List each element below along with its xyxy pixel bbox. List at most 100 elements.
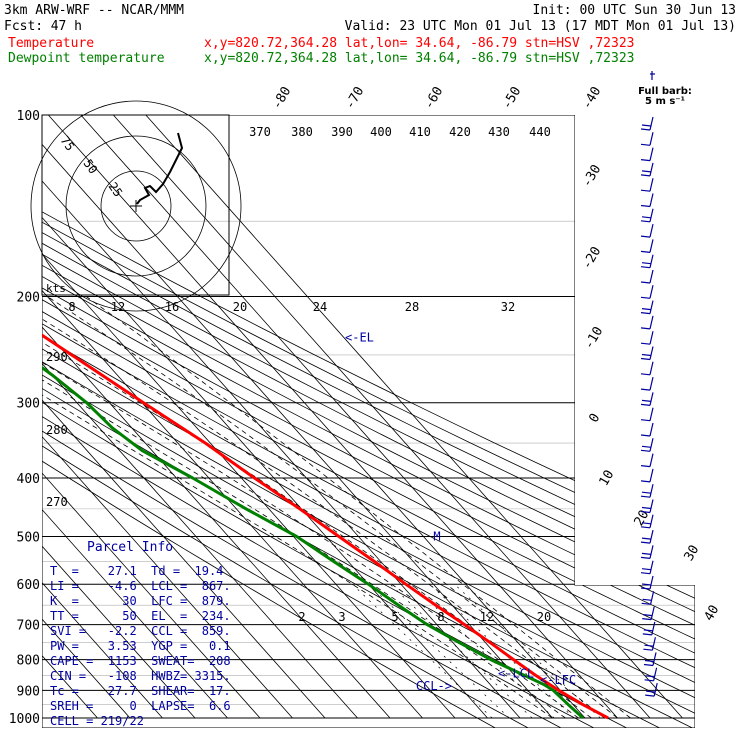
wind-barb-flag — [640, 174, 651, 177]
dewpoint-profile-line — [42, 115, 585, 720]
wind-barb-staff — [649, 438, 654, 452]
wind-barb-staff — [649, 300, 654, 314]
wind-barb-staff — [649, 514, 654, 528]
theta-label: 370 — [249, 125, 271, 139]
wind-barb-flag — [640, 434, 651, 437]
thermo-grid — [42, 115, 695, 728]
hodograph-unit-label: kts — [46, 282, 66, 295]
isotherm-label: -40 — [580, 84, 605, 112]
wind-barb-staff — [649, 453, 654, 467]
dry-adiabat-line — [42, 115, 695, 728]
wind-barb-staff — [649, 254, 654, 268]
pressure-tick-label: 700 — [17, 619, 40, 634]
moist-adiabat-line — [42, 296, 566, 719]
hodograph-ring-label: 25 — [106, 180, 126, 200]
wind-barb-flag — [640, 143, 651, 146]
isotherm-label: 0 — [587, 411, 604, 425]
init-time: Init: 00 UTC Sun 30 Jun 13 — [533, 3, 737, 18]
pressure-tick-label: 400 — [17, 472, 40, 487]
hodograph-ring — [100, 170, 172, 242]
parcel-info-row: K = 30 LFC = 879. — [50, 594, 231, 608]
isotherm-line — [145, 115, 683, 719]
moist-adiabat-line — [42, 296, 579, 719]
isotherm-line — [42, 115, 488, 719]
theta-label: 440 — [529, 125, 551, 139]
wind-barb-flag — [640, 128, 651, 131]
wind-barb-flag — [642, 598, 652, 601]
dry-adiabat-line — [42, 115, 501, 728]
wind-barbs — [640, 71, 658, 697]
dry-adiabat-line — [42, 115, 567, 728]
mixing-ratio-label: 5 — [391, 610, 398, 624]
theta-e-label: 290 — [46, 350, 68, 364]
isotherm-line — [42, 115, 228, 719]
wind-barb-flag — [642, 633, 652, 636]
wind-barb-flag — [640, 312, 651, 315]
wind-barb-flag — [640, 388, 651, 391]
wind-barb-staff — [649, 223, 654, 238]
barb-key-value: 5 m s⁻¹ — [645, 96, 685, 107]
wind-barb-staff — [649, 208, 654, 222]
wind-barb-flag — [644, 679, 654, 682]
wind-barb-flag — [641, 602, 651, 605]
mixing-ratio-label: 20 — [537, 610, 551, 624]
mixing-ratio-label: 12 — [480, 610, 494, 624]
wind-barb-flag — [640, 541, 651, 544]
mixing-ratio-label: 2 — [298, 610, 305, 624]
wind-barb-flag — [640, 465, 651, 468]
dewpoint-legend-label: Dewpoint temperature — [8, 51, 165, 66]
wind-barb-flag — [641, 522, 652, 525]
dry-adiabat-line — [42, 115, 534, 728]
wind-barb-flag — [643, 663, 654, 667]
moist-adiabat-line — [47, 296, 618, 719]
isotherm-label: -70 — [343, 84, 368, 112]
parcel-info-row: SVI = -2.2 CCL = 859. — [50, 624, 231, 638]
wind-barb-flag — [641, 262, 652, 265]
level-marker-label: <-EL — [345, 331, 374, 345]
forecast-hour: 47 h — [51, 19, 82, 34]
wind-barb-staff — [649, 545, 654, 559]
hodograph-speed-label: 32 — [501, 300, 515, 314]
mixing-ratio-line — [389, 583, 533, 719]
wind-barb-flag — [640, 373, 651, 376]
wind-barb-flag — [640, 449, 651, 452]
isotherm-label: 40 — [702, 603, 723, 624]
wind-barb-staff — [649, 315, 654, 330]
hodograph-trace — [136, 132, 184, 205]
wind-barb-staff — [649, 376, 654, 391]
barb-key: Full barb: 5 m s⁻¹ — [638, 86, 692, 107]
dry-adiabat-line — [42, 115, 666, 728]
wind-barb-staff — [649, 560, 654, 574]
wind-barb-flag — [641, 308, 652, 311]
level-marker-label: <-LCL — [498, 667, 534, 681]
hodograph-ring-label: 75 — [58, 134, 78, 154]
mixing-ratio-label: 8 — [437, 610, 444, 624]
pressure-tick-label: 600 — [17, 578, 40, 593]
isotherm-line — [80, 115, 618, 719]
wind-barb-staff — [649, 193, 654, 207]
parcel-info-row: PW = 3.53 YGP = 0.1 — [50, 639, 231, 653]
wind-barb-staff — [651, 621, 656, 636]
parcel-info-title: Parcel Info — [87, 540, 173, 555]
mixing-ratio-label: 3 — [338, 610, 345, 624]
wind-barb-flag — [640, 296, 651, 299]
wind-barb-staff — [649, 392, 654, 406]
wind-barb-staff — [649, 575, 654, 590]
wind-barb-staff — [650, 591, 655, 605]
theta-label: 420 — [449, 125, 471, 139]
theta-label: 430 — [488, 125, 510, 139]
wind-barb-flag — [640, 250, 651, 253]
wind-barb-staff — [649, 361, 654, 375]
wind-barb-staff — [649, 116, 654, 131]
wind-barb-flag — [642, 618, 652, 621]
wind-barb-flag — [640, 235, 651, 238]
forecast-label: Fcst: — [4, 19, 43, 34]
dry-adiabat-line — [42, 115, 695, 728]
isotherm-label: -10 — [582, 324, 607, 352]
wind-barb-staff — [649, 407, 654, 421]
dry-adiabat-line — [42, 115, 695, 728]
isotherm-line — [42, 115, 196, 719]
wind-barb-flag — [641, 568, 652, 571]
wind-barb-staff — [650, 606, 655, 620]
wind-barb-staff — [649, 285, 654, 299]
